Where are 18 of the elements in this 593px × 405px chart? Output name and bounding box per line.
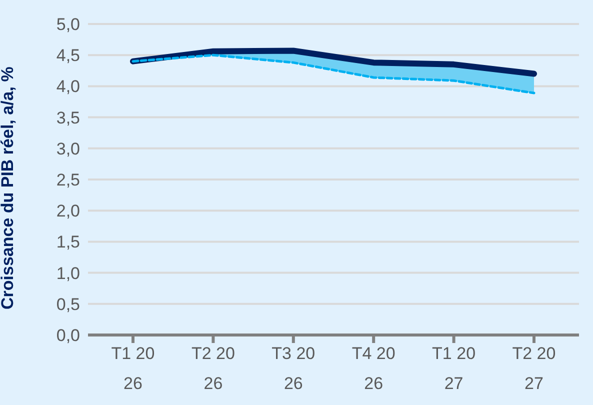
y-tick-label: 3,0 xyxy=(56,139,80,158)
y-axis-title: Croissance du PIB réel, a/a, % xyxy=(0,66,18,310)
y-tick-label: 0,0 xyxy=(56,326,80,346)
y-tick-label: 1,0 xyxy=(56,264,80,283)
y-tick-label: 5,0 xyxy=(56,15,80,34)
y-tick-label: 2,5 xyxy=(56,170,80,190)
y-tick-label: 3,5 xyxy=(56,108,80,128)
y-tick-label: 4,0 xyxy=(56,77,80,96)
x-tick-label: T3 2026 xyxy=(272,344,316,393)
y-tick-label: 0,5 xyxy=(56,294,80,314)
x-tick-label: T2 2027 xyxy=(512,344,556,393)
x-tick-label: T1 2027 xyxy=(432,344,476,393)
x-tick-label: T1 2026 xyxy=(111,344,155,393)
y-tick-label: 4,5 xyxy=(56,46,80,66)
y-tick-label: 2,0 xyxy=(56,202,80,221)
y-tick-label: 1,5 xyxy=(56,232,80,252)
x-tick-label: T4 2026 xyxy=(352,344,396,393)
x-tick-label: T2 2026 xyxy=(191,344,235,393)
